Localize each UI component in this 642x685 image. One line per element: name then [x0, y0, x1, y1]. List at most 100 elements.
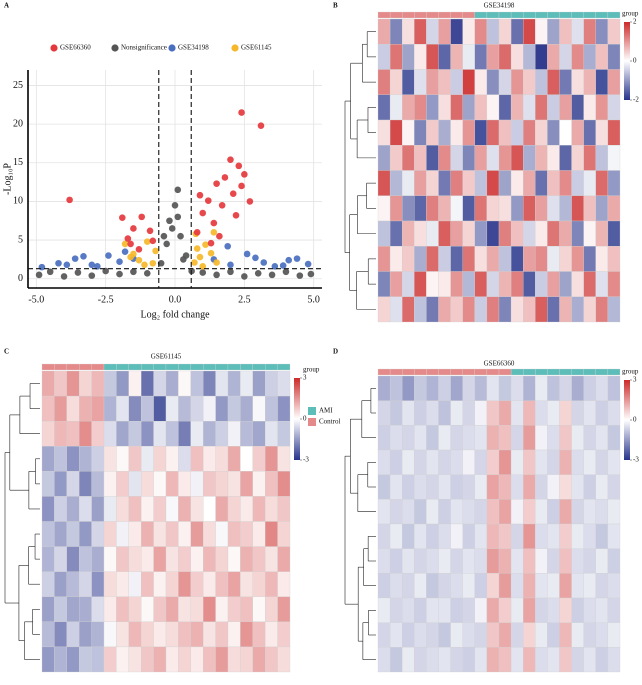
heat-cell: [607, 523, 621, 549]
heat-cell: [535, 548, 548, 574]
group-cell: [547, 368, 560, 376]
heat-cell: [426, 474, 439, 500]
heat-cell: [474, 400, 488, 426]
heat-cell: [41, 446, 55, 472]
heat-cell: [389, 622, 403, 648]
heat-cell: [462, 474, 475, 500]
heat-cell: [215, 496, 229, 522]
heat-cell: [41, 521, 55, 547]
heat-cell: [165, 621, 179, 648]
heat-cell: [462, 44, 475, 70]
point: [174, 186, 182, 194]
group-cell: [535, 11, 548, 19]
heat-cell: [462, 18, 475, 45]
heat-cell: [402, 375, 415, 401]
heat-cell: [535, 195, 548, 222]
point: [285, 256, 293, 264]
heat-cell: [128, 471, 142, 497]
group-cell: [377, 11, 391, 19]
heat-cell: [240, 571, 253, 597]
heat-cell: [389, 170, 403, 196]
heat-cell: [547, 271, 560, 297]
heat-cell: [450, 69, 463, 95]
heat-cell: [190, 370, 204, 397]
heat-cell: [498, 499, 512, 525]
heat-cell: [595, 246, 609, 272]
heat-cell: [402, 449, 415, 475]
heat-cell: [523, 449, 536, 475]
heat-cell: [116, 421, 129, 447]
heat-cell: [414, 622, 427, 648]
point: [127, 253, 134, 261]
point: [282, 268, 290, 276]
heat-cell: [190, 571, 204, 597]
heat-cell: [141, 446, 154, 472]
heat-cell: [510, 573, 524, 599]
heat-cell: [498, 296, 512, 323]
heat-cell: [583, 597, 596, 623]
heat-cell: [178, 646, 191, 673]
heat-cell: [547, 449, 560, 475]
heat-cell: [103, 446, 117, 472]
group-cell: [91, 363, 105, 371]
heat-cell: [486, 375, 500, 401]
heat-cell: [79, 471, 92, 497]
group-cell: [79, 363, 92, 371]
heat-cell: [607, 548, 621, 574]
heat-cell: [438, 523, 451, 549]
heat-cell: [595, 119, 609, 146]
point: [168, 225, 176, 232]
point: [88, 261, 96, 269]
heat-cell: [402, 622, 415, 648]
heat-cell: [607, 145, 621, 171]
heat-cell: [438, 18, 451, 45]
group-cell: [165, 363, 179, 371]
point: [238, 109, 245, 116]
group-cell: [583, 368, 596, 376]
heat-cell: [402, 119, 415, 146]
heat-cell: [438, 400, 451, 426]
group-cell: [547, 11, 560, 19]
heat-cell: [535, 119, 548, 146]
heat-cell: [215, 546, 229, 572]
heat-cell: [523, 271, 536, 297]
heat-cell: [559, 400, 572, 426]
point: [94, 263, 101, 270]
group-cell: [426, 11, 439, 19]
heat-cell: [547, 18, 560, 45]
point: [238, 182, 245, 190]
heat-cell: [462, 94, 475, 121]
point: [293, 255, 301, 262]
heat-cell: [414, 220, 427, 247]
heat-cell: [240, 546, 253, 572]
heat-cell: [178, 521, 191, 547]
heat-cell: [128, 521, 142, 547]
heat-cell: [462, 296, 475, 323]
heat-cell: [277, 370, 291, 397]
heat-cell: [486, 400, 500, 426]
heat-cell: [450, 119, 463, 146]
heat-cell: [389, 18, 403, 45]
heat-cell: [79, 646, 92, 673]
heat-cell: [462, 375, 475, 401]
heat-cell: [190, 596, 204, 622]
heat-cell: [571, 400, 584, 426]
heat-cell: [474, 573, 488, 599]
heat-cell: [79, 621, 92, 648]
heat-cell: [153, 596, 167, 622]
group-cell: [450, 368, 463, 376]
heat-cell: [583, 271, 596, 297]
heat-cell: [66, 621, 80, 648]
heat-cell: [450, 170, 463, 196]
heat-cell: [498, 400, 512, 426]
heat-cell: [450, 246, 463, 272]
heat-cell: [41, 646, 55, 673]
heat-cell: [547, 44, 560, 70]
heat-cell: [607, 474, 621, 500]
heat-cell: [474, 647, 488, 673]
heat-cell: [252, 621, 266, 648]
heat-cell: [91, 571, 105, 597]
heat-cell: [498, 69, 512, 95]
heat-cell: [559, 597, 572, 623]
heat-cell: [79, 395, 92, 422]
